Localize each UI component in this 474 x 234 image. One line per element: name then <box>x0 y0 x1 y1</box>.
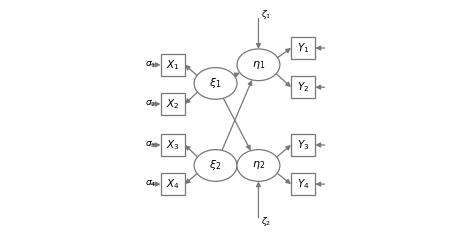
Bar <box>291 77 315 98</box>
Text: $\eta_2$: $\eta_2$ <box>252 160 265 172</box>
Text: $\xi_2$: $\xi_2$ <box>210 158 222 172</box>
Text: $\eta_1$: $\eta_1$ <box>252 59 265 71</box>
Text: $\sigma_1$: $\sigma_1$ <box>145 59 156 70</box>
Text: $\zeta_2$: $\zeta_2$ <box>261 215 271 228</box>
Ellipse shape <box>237 49 280 81</box>
Bar <box>291 37 315 59</box>
Bar <box>291 173 315 195</box>
Text: $Y_4$: $Y_4$ <box>297 177 310 191</box>
Text: $X_1$: $X_1$ <box>166 58 180 72</box>
Text: $\zeta_1$: $\zeta_1$ <box>261 8 271 21</box>
Bar <box>161 134 185 156</box>
Bar <box>161 54 185 76</box>
Text: $\sigma_2$: $\sigma_2$ <box>145 99 156 109</box>
Bar <box>161 173 185 195</box>
Ellipse shape <box>194 68 237 99</box>
Text: $X_2$: $X_2$ <box>166 97 179 111</box>
Text: $Y_3$: $Y_3$ <box>297 138 310 152</box>
Text: $\sigma_3$: $\sigma_3$ <box>145 140 156 150</box>
Ellipse shape <box>194 150 237 181</box>
Text: $X_3$: $X_3$ <box>166 138 180 152</box>
Text: $Y_1$: $Y_1$ <box>297 41 310 55</box>
Ellipse shape <box>237 150 280 181</box>
Bar <box>291 134 315 156</box>
Text: $\sigma_4$: $\sigma_4$ <box>145 179 156 189</box>
Bar <box>161 93 185 115</box>
Text: $\xi_1$: $\xi_1$ <box>210 77 222 90</box>
Text: $Y_2$: $Y_2$ <box>297 80 310 94</box>
Text: $X_4$: $X_4$ <box>166 177 180 191</box>
